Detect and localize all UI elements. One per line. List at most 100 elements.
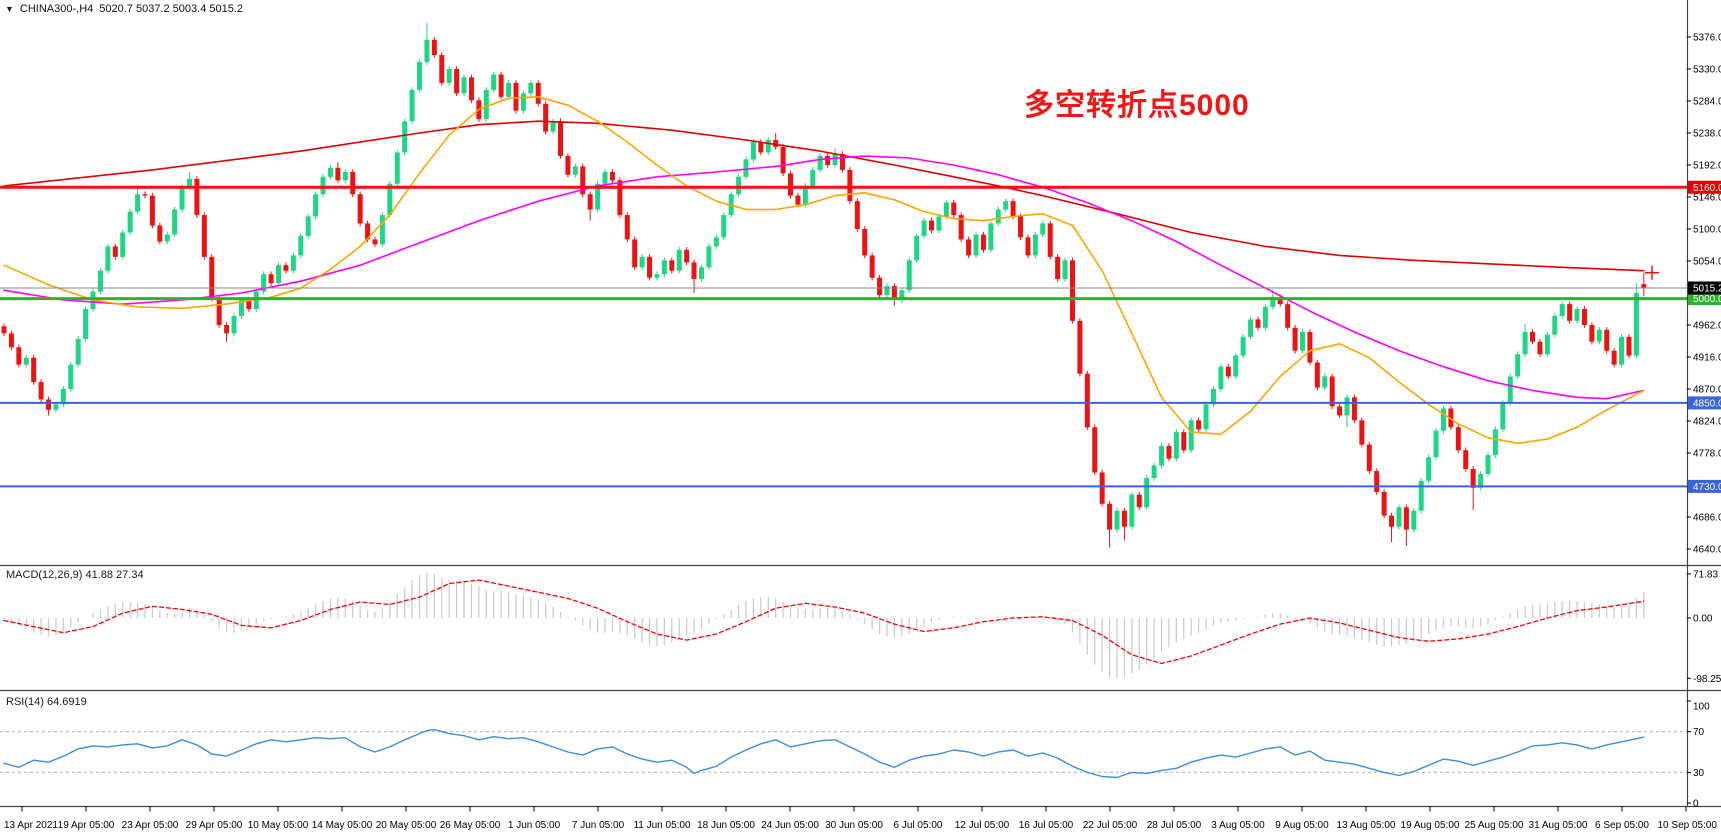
candle-body — [1129, 494, 1135, 527]
candle-body — [795, 195, 801, 205]
candle-body — [854, 201, 860, 229]
ma-fast-orange — [3, 96, 1645, 445]
time-tick-label: 23 Apr 05:00 — [122, 820, 179, 831]
macd-panel: 71.83 0.00 -98.25 — [3, 569, 1721, 685]
candle-body — [899, 290, 905, 300]
candle-body — [1507, 376, 1513, 403]
time-tick-label: 16 Jul 05:00 — [1019, 820, 1074, 831]
candle-body — [172, 209, 178, 235]
candle-body — [261, 274, 267, 292]
time-tick-label: 25 Aug 05:00 — [1465, 820, 1524, 831]
candle-body — [394, 152, 400, 184]
time-tick-label: 12 Jul 05:00 — [955, 820, 1010, 831]
time-tick-label: 18 Jun 05:00 — [697, 820, 755, 831]
candle-body — [365, 223, 371, 240]
time-axis[interactable]: 13 Apr 2021 19 Apr 05:00 23 Apr 05:00 29 Ap… — [4, 806, 1717, 832]
candle-body — [1418, 480, 1424, 511]
price-tick-label: 5376.0 — [1693, 33, 1721, 44]
candle-body — [38, 382, 44, 400]
candle-body — [1040, 223, 1046, 235]
price-tick-label: 4686.0 — [1693, 513, 1721, 524]
candle-body — [31, 357, 37, 383]
candle-body — [1470, 469, 1476, 488]
candle-body — [60, 389, 66, 405]
candle-body — [1403, 507, 1409, 530]
candle-body — [313, 194, 319, 217]
rsi-tick-label: 0 — [1693, 799, 1699, 810]
candle-body — [1604, 329, 1610, 351]
candle-body — [23, 357, 29, 365]
candle-body — [1032, 234, 1038, 256]
level-badge-4850.0-text: 4850.0 — [1693, 398, 1721, 409]
candle-body — [1537, 341, 1543, 355]
candlestick-series — [1, 23, 1647, 548]
candle-body — [684, 249, 690, 263]
chevron-down-icon[interactable]: ▼ — [5, 4, 14, 14]
candle-body — [1351, 397, 1357, 421]
candle-body — [283, 265, 289, 271]
candle-body — [276, 265, 282, 284]
candle-body — [802, 185, 808, 205]
candle-body — [980, 234, 986, 250]
candle-body — [528, 82, 534, 94]
candle-body — [1389, 515, 1395, 527]
time-tick-label: 1 Jun 05:00 — [508, 820, 561, 831]
candle-body — [550, 121, 556, 132]
time-tick-label: 13 Apr 2021 — [4, 820, 58, 831]
candle-body — [713, 237, 719, 247]
symbol-title: ▼ CHINA300-,H4 5020.7 5037.2 5003.4 5015.2 — [5, 3, 243, 15]
candle-body — [1077, 320, 1083, 374]
candle-body — [105, 246, 111, 271]
candle-body — [943, 202, 949, 217]
price-tick-label: 4824.0 — [1693, 417, 1721, 428]
candle-body — [535, 82, 541, 104]
candle-body — [290, 255, 296, 271]
price-tick-label: 5284.0 — [1693, 97, 1721, 108]
candle-body — [68, 364, 74, 389]
candle-body — [624, 215, 630, 240]
candle-body — [676, 249, 682, 271]
candle-body — [1, 326, 7, 334]
candle-body — [1107, 503, 1113, 530]
candle-body — [112, 246, 118, 257]
current-price-badge: 5015.2 — [1688, 281, 1721, 295]
time-tick-label: 13 Aug 05:00 — [1337, 820, 1396, 831]
candle-body — [632, 239, 638, 268]
candle-body — [446, 69, 452, 83]
candle-body — [884, 286, 890, 296]
candle-body — [654, 274, 660, 278]
level-badge-5000.0-text: 5000.0 — [1693, 294, 1721, 305]
candle-body — [1010, 201, 1016, 217]
candle-body — [995, 209, 1001, 224]
candle-body — [1218, 366, 1224, 389]
candle-body — [1255, 319, 1261, 328]
candle-body — [958, 215, 964, 240]
candle-body — [558, 121, 563, 156]
candle-body — [335, 167, 341, 181]
candle-body — [669, 260, 675, 271]
candle-body — [765, 139, 771, 153]
candle-body — [1018, 216, 1024, 238]
candle-body — [379, 215, 385, 245]
price-tick-label: 4778.0 — [1693, 449, 1721, 460]
candle-body — [698, 267, 704, 280]
macd-indicator-label: MACD(12,26,9) 41.88 27.34 — [6, 569, 144, 581]
candle-body — [1359, 420, 1365, 445]
candle-body — [921, 220, 927, 236]
candle-body — [1559, 304, 1565, 316]
candle-body — [891, 286, 897, 300]
candle-body — [1173, 432, 1179, 459]
candle-body — [1641, 284, 1647, 288]
candle-body — [1092, 427, 1098, 473]
time-tick-label: 20 May 05:00 — [376, 820, 437, 831]
level-badge-5160.0-text: 5160.0 — [1693, 183, 1721, 194]
candle-body — [1611, 350, 1617, 365]
price-axis[interactable]: 5376.0 5330.0 5284.0 5238.0 5192.0 5146.0 5100… — [1687, 33, 1721, 556]
candle-body — [1589, 325, 1595, 342]
candle-body — [1567, 304, 1573, 321]
candle-body — [736, 176, 742, 195]
candle-body — [1596, 329, 1602, 342]
candle-body — [483, 89, 489, 120]
